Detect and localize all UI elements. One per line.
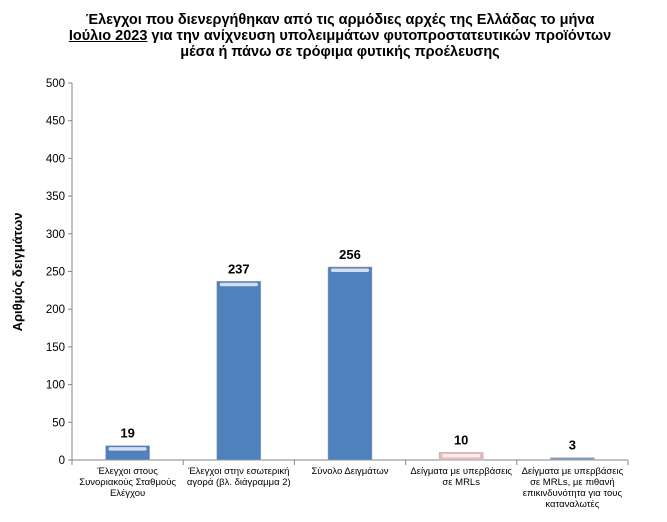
bar-highlight: [108, 447, 147, 451]
bar: [550, 457, 595, 461]
y-tick-label: 400: [46, 153, 65, 165]
chart-title: Έλεγχοι που διενεργήθηκαν από τις αρμόδι…: [60, 12, 620, 60]
x-tick-label: Δείγματα με υπερβάσεις: [410, 466, 512, 477]
x-tick-label: Σύνολο Δειγμάτων: [311, 466, 388, 477]
title-month: Ιούλιο 2023: [68, 28, 148, 44]
x-tick-label: καταναλωτές: [545, 499, 599, 510]
x-tick-label: επικινδυνότητα για τους: [523, 488, 623, 499]
y-tick-label: 350: [46, 191, 65, 203]
title-line-3: μέσα ή πάνω σε τρόφιμα φυτικής προέλευση…: [180, 44, 500, 60]
x-tick-label: Δείγματα με υπερβάσεις: [522, 466, 624, 477]
title-line-1: Έλεγχοι που διενεργήθηκαν από τις αρμόδι…: [85, 12, 595, 28]
data-label: 10: [454, 432, 468, 447]
x-tick-label: Ελέγχου: [110, 488, 145, 499]
bar-highlight: [331, 268, 369, 272]
data-label: 256: [339, 247, 361, 262]
y-tick-label: 50: [52, 417, 65, 429]
data-label: 3: [569, 438, 576, 453]
bar-highlight: [219, 282, 258, 287]
data-label: 19: [120, 426, 134, 441]
bar: [327, 266, 373, 461]
y-tick-label: 200: [46, 304, 65, 316]
y-tick-label: 150: [46, 342, 65, 354]
x-tick-label: αγορά (βλ. διάγραμμα 2): [187, 477, 291, 488]
bar-highlight: [442, 453, 481, 458]
y-tick-label: 100: [46, 380, 65, 392]
x-tick-label: σε MRLs: [442, 477, 480, 488]
y-tick-label: 0: [59, 455, 65, 467]
x-tick-label: Έλεγχοι στην εσωτερική: [187, 466, 289, 477]
y-tick-label: 500: [46, 78, 65, 90]
x-tick-label: Συνοριακούς Σταθμούς: [79, 477, 176, 488]
data-label: 237: [228, 261, 250, 276]
y-tick-label: 250: [46, 267, 65, 279]
y-tick-label: 450: [46, 116, 65, 128]
title-line-2: για την ανίχνευση υπολειμμάτων φυτοπροστ…: [147, 28, 612, 44]
x-tick-label: σε MRLs, με πιθανή: [530, 477, 615, 488]
bar: [216, 281, 262, 461]
x-tick-label: Έλεγχοι στους: [96, 466, 158, 477]
y-axis-label: Αριθμός δειγμάτων: [10, 213, 25, 332]
y-tick-label: 300: [46, 229, 65, 241]
